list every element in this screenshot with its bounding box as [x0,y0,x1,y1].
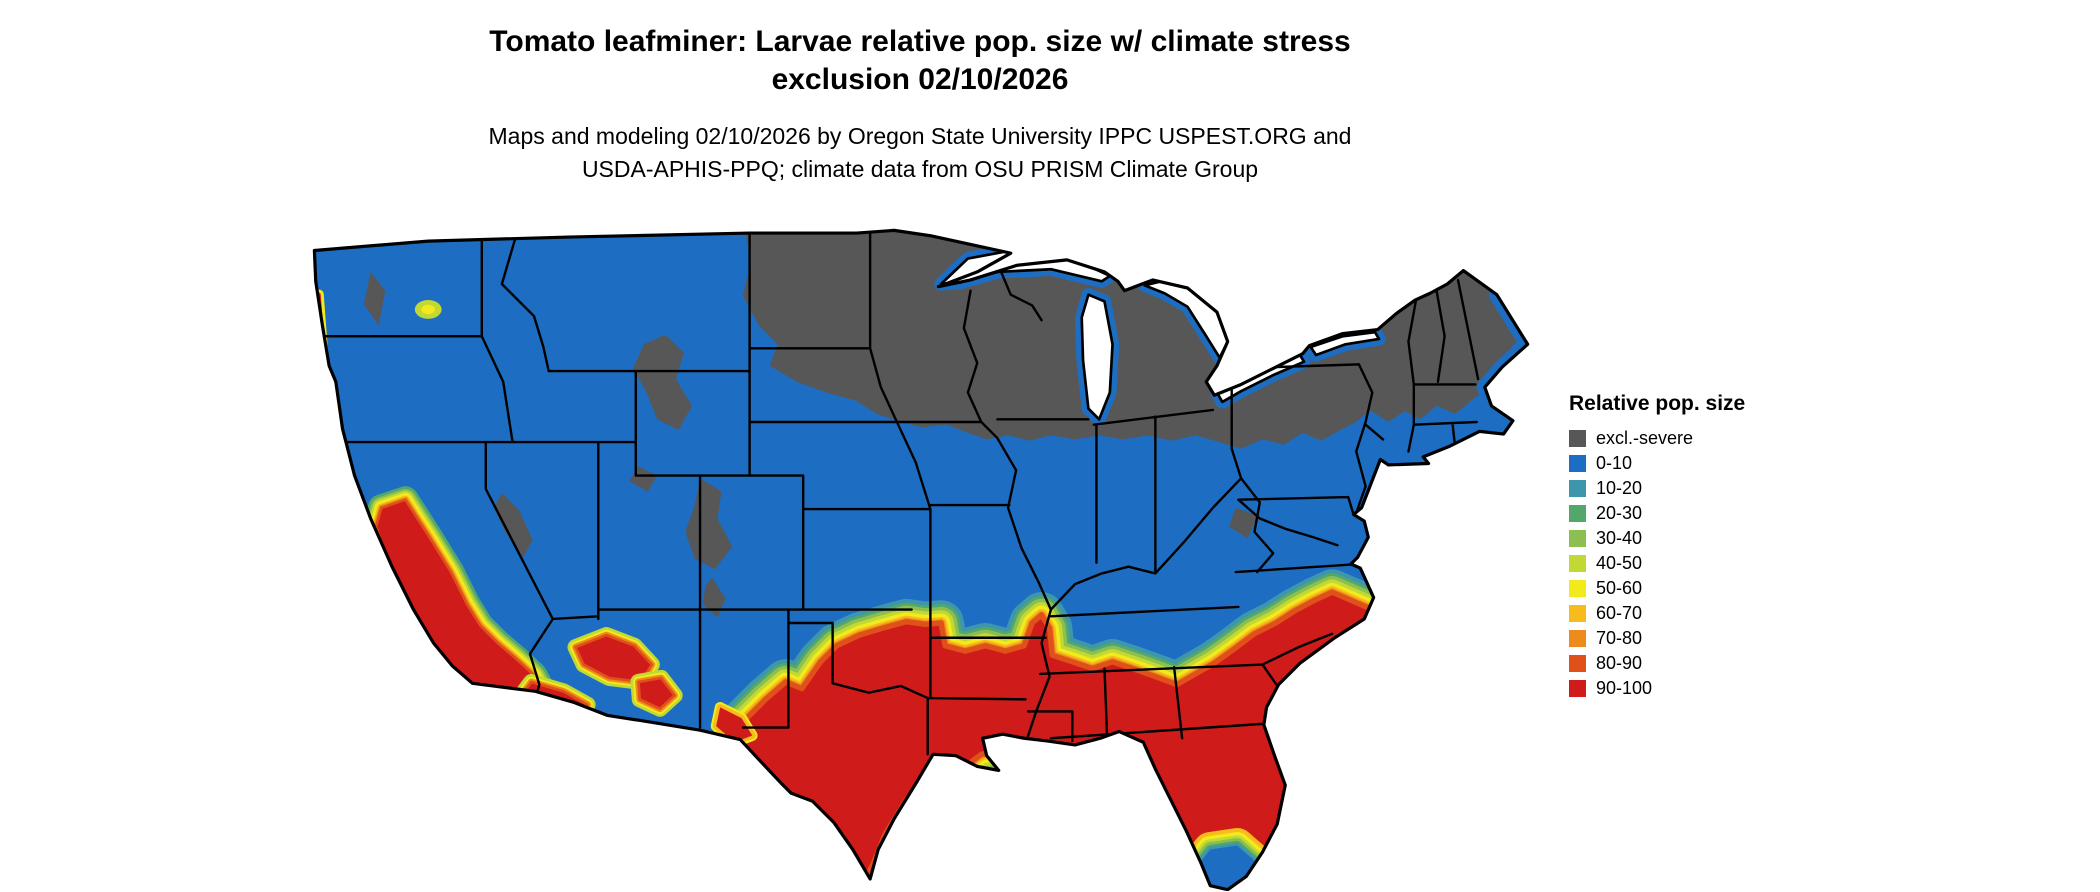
legend-label: 40-50 [1596,553,1643,573]
legend-item-20-30: 20-30 [1569,503,1869,523]
legend-label: 30-40 [1596,528,1643,548]
legend-label: 80-90 [1596,653,1643,673]
legend-item-excl-severe: excl.-severe [1569,428,1869,448]
legend-label: 0-10 [1596,453,1633,473]
legend-label: excl.-severe [1596,428,1694,448]
legend-label: 50-60 [1596,578,1643,598]
legend-item-40-50: 40-50 [1569,553,1869,573]
legend-item-30-40: 30-40 [1569,528,1869,548]
legend-item-60-70: 60-70 [1569,603,1869,623]
legend-label: 70-80 [1596,628,1643,648]
us-map-container [301,221,1533,892]
legend-item-0-10: 0-10 [1569,453,1869,473]
legend-label: 60-70 [1596,603,1643,623]
state-borders-west [315,231,932,756]
map-title-line2: exclusion 02/10/2026 [771,63,1069,96]
us-map [312,228,1530,892]
map-title-line1: Tomato leafminer: Larvae relative pop. s… [489,25,1351,58]
legend-swatch-50-60 [1569,580,1586,597]
legend-swatch-80-90 [1569,655,1586,672]
legend-title: Relative pop. size [1569,392,1746,415]
state-borders-east [926,278,1480,743]
legend-item-80-90: 80-90 [1569,653,1869,673]
legend-swatch-20-30 [1569,505,1586,522]
state-borders [315,231,1480,761]
legend-swatch-0-10 [1569,455,1586,472]
legend-swatch-excl-severe [1569,430,1586,447]
legend-label: 20-30 [1596,503,1643,523]
lake-michigan [1080,293,1114,421]
legend-swatch-70-80 [1569,630,1586,647]
legend-item-70-80: 70-80 [1569,628,1869,648]
legend-item-50-60: 50-60 [1569,578,1869,598]
legend-swatch-40-50 [1569,555,1586,572]
legend-item-10-20: 10-20 [1569,478,1869,498]
map-subtitle-line1: Maps and modeling 02/10/2026 by Oregon S… [488,123,1352,149]
legend-swatch-10-20 [1569,480,1586,497]
legend-item-90-100: 90-100 [1569,678,1869,698]
legend-label: 90-100 [1596,678,1653,698]
legend-swatch-90-100 [1569,680,1586,697]
legend-swatch-30-40 [1569,530,1586,547]
state-borders-plains-midwest [748,231,1243,761]
legend-label: 10-20 [1596,478,1643,498]
map-subtitle-line2: USDA-APHIS-PPQ; climate data from OSU PR… [581,156,1259,182]
legend-swatch-60-70 [1569,605,1586,622]
legend: Relative pop. size excl.-severe 0-10 10-… [1569,392,1869,705]
